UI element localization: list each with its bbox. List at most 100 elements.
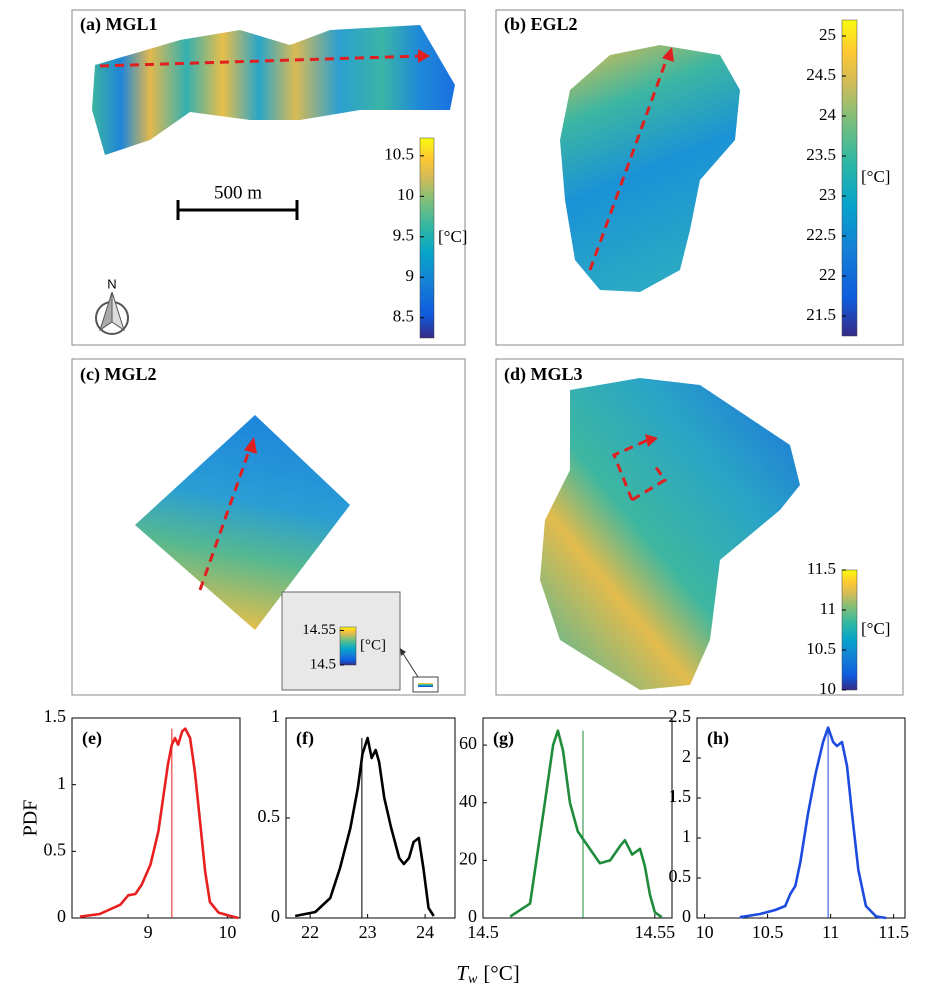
colorbar-tick-label: 23 — [819, 185, 836, 204]
x-label-subscript: w — [468, 972, 478, 987]
colorbar-tick-label: 25 — [819, 25, 836, 44]
y-axis-label: PDF — [20, 800, 42, 837]
panel-label: (g) — [493, 728, 514, 749]
pdf-line — [79, 727, 239, 920]
colorbar — [339, 626, 357, 666]
colorbar-tick-label: 24.5 — [806, 65, 836, 84]
y-tick-label: 1 — [57, 773, 66, 793]
transect-arrow — [612, 438, 668, 502]
x-tick-label: 22 — [301, 922, 319, 942]
colorbar-unit: [°C] — [438, 227, 467, 246]
y-tick-label: 1 — [682, 826, 691, 846]
map-egl2 — [560, 45, 740, 292]
map-mgl3 — [540, 378, 800, 690]
panel-frame — [71, 9, 466, 346]
compass-needle — [111, 291, 125, 332]
arrow-head — [662, 47, 674, 62]
scale-label: 500 m — [214, 182, 262, 203]
map-mgl1 — [92, 25, 455, 155]
pdf-line — [739, 726, 887, 920]
x-tick-label: 9 — [144, 922, 153, 942]
panel-label: (h) — [707, 728, 729, 749]
panel-label: (f) — [296, 728, 314, 749]
colorbar — [419, 137, 435, 339]
panel-label: (e) — [82, 728, 102, 749]
colorbar-unit: [°C] — [861, 167, 890, 186]
y-tick-label: 0 — [271, 906, 280, 926]
colorbar-tick-label: 21.5 — [806, 305, 836, 324]
x-tick-label: 11 — [822, 922, 839, 942]
x-tick-label: 11.5 — [878, 922, 909, 942]
colorbar — [841, 569, 858, 691]
colorbar-tick-label: 22 — [819, 265, 836, 284]
pdf-line — [294, 736, 435, 918]
colorbar-tick-label: 10 — [397, 185, 414, 204]
map-mgl2 — [135, 415, 350, 630]
colorbar-tick-label: 14.5 — [310, 656, 336, 672]
transect-arrow — [99, 54, 423, 68]
y-tick-label: 2 — [682, 746, 691, 766]
panel-label: (b) EGL2 — [504, 14, 578, 35]
panel-label: (d) MGL3 — [504, 364, 583, 385]
colorbar-tick-label: 22.5 — [806, 225, 836, 244]
x-tick-label: 10.5 — [752, 922, 784, 942]
y-tick-label: 0.5 — [44, 839, 67, 859]
y-tick-label: 60 — [459, 733, 477, 753]
north-label: N — [107, 276, 116, 291]
inset-pointer — [401, 651, 419, 678]
colorbar-tick-label: 24 — [819, 105, 837, 124]
y-tick-label: 0 — [682, 906, 691, 926]
colorbar-tick-label: 10.5 — [384, 145, 414, 164]
inset-pointer-head — [400, 648, 406, 656]
x-axis-label: Tw [°C] — [456, 961, 519, 987]
y-tick-label: 1.5 — [669, 786, 692, 806]
north-arrow: N — [95, 276, 129, 335]
scale-bar: 500 m — [176, 182, 299, 220]
axes-frame — [482, 717, 673, 919]
x-tick-label: 14.55 — [635, 922, 676, 942]
y-tick-label: 1 — [271, 706, 280, 726]
x-tick-label: 10 — [218, 922, 236, 942]
x-tick-label: 24 — [416, 922, 434, 942]
y-tick-label: 0.5 — [669, 866, 692, 886]
y-tick-label: 0 — [468, 906, 477, 926]
y-tick-label: 20 — [459, 848, 477, 868]
panel-label: (c) MGL2 — [80, 364, 156, 385]
y-tick-label: 1.5 — [44, 706, 67, 726]
colorbar-tick-label: 9.5 — [393, 226, 414, 245]
transect-arrow — [198, 447, 252, 591]
x-label-symbol: T — [456, 961, 469, 985]
x-tick-label: 23 — [359, 922, 377, 942]
x-tick-label: 10 — [696, 922, 714, 942]
panel-frame — [71, 358, 466, 696]
colorbar-tick-label: 11.5 — [807, 559, 836, 578]
arrow-head — [645, 434, 658, 447]
panel-frame — [495, 358, 904, 696]
colorbar-tick-label: 23.5 — [806, 145, 836, 164]
panel-label: (a) MGL1 — [80, 14, 157, 35]
colorbar-tick-label: 10 — [819, 679, 836, 698]
pdf-line — [509, 729, 663, 919]
panel-frame — [495, 9, 904, 346]
x-label-unit: [°C] — [483, 961, 519, 985]
colorbar-tick-label: 9 — [406, 266, 415, 285]
arrow-head — [244, 437, 257, 454]
arrow-head — [418, 49, 430, 63]
transect-arrow — [588, 57, 669, 271]
colorbar-tick-label: 10.5 — [806, 639, 836, 658]
colorbar-unit: [°C] — [861, 619, 890, 638]
colorbar — [841, 19, 858, 337]
x-tick-label: 14.5 — [467, 922, 499, 942]
colorbar-unit: [°C] — [360, 637, 386, 653]
y-tick-label: 0 — [57, 906, 66, 926]
axes-frame — [71, 717, 241, 919]
y-tick-label: 40 — [459, 791, 477, 811]
colorbar-tick-label: 8.5 — [393, 307, 414, 326]
y-tick-label: 0.5 — [258, 806, 281, 826]
colorbar-tick-label: 14.55 — [302, 622, 336, 638]
colorbar-tick-label: 11 — [820, 599, 836, 618]
inset-source-bar — [418, 683, 433, 687]
axes-frame — [696, 717, 906, 919]
y-tick-label: 2.5 — [669, 706, 692, 726]
